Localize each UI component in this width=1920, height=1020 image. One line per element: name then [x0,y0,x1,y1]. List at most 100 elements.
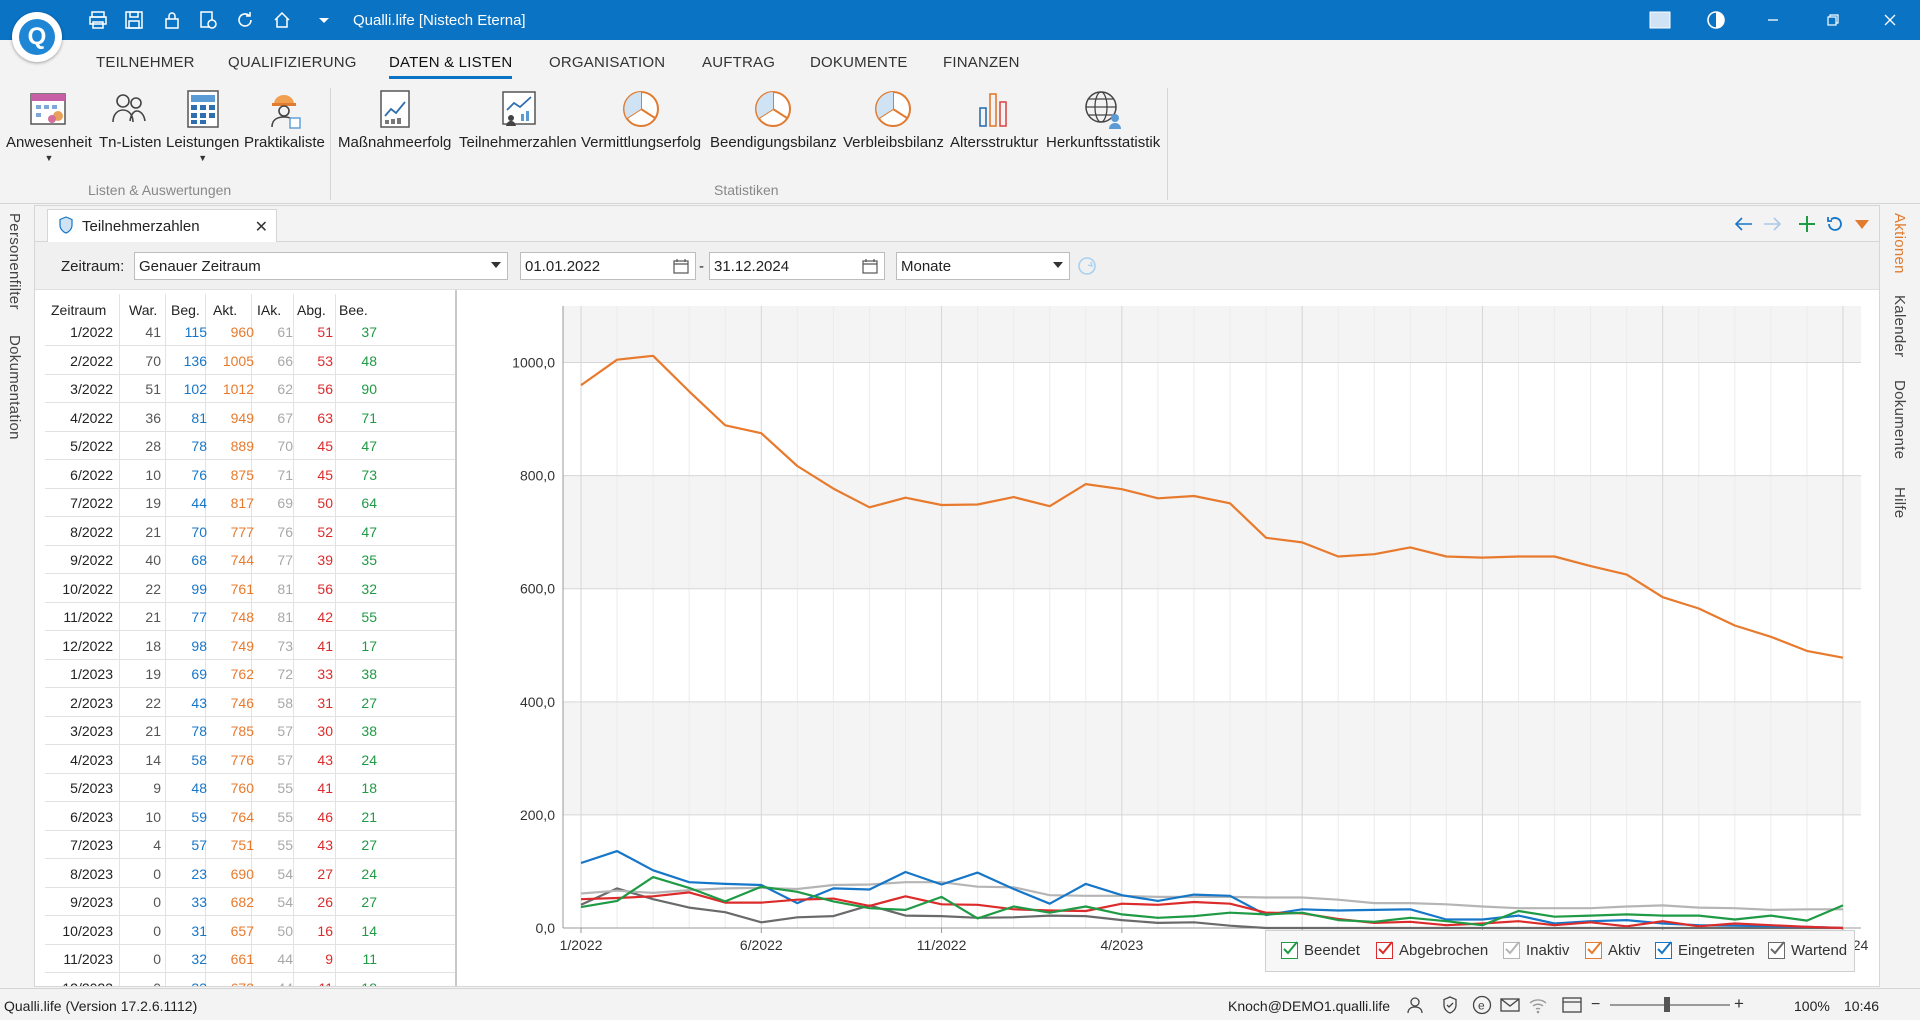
column-header[interactable]: War. [129,302,158,318]
table-row[interactable]: 11/2023 0 32 661 44 9 11 [45,945,455,973]
legend-item-beendet[interactable]: Beendet [1281,941,1360,959]
minimize-icon[interactable] [1757,4,1789,36]
table-row[interactable]: 3/2022 51 102 1012 62 56 90 [45,375,455,403]
layout-icon[interactable] [1644,4,1676,36]
settings-doc-icon[interactable] [196,8,220,32]
dokumente-tab[interactable]: Dokumente [1891,380,1908,460]
legend-item-abgebrochen[interactable]: Abgebrochen [1376,941,1488,959]
table-row[interactable]: 10/2022 22 99 761 81 56 32 [45,575,455,603]
altersstruktur-button[interactable]: Altersstruktur [950,86,1038,151]
aktionen-tab[interactable]: Aktionen [1891,213,1908,274]
kalender-tab[interactable]: Kalender [1891,295,1908,358]
table-row[interactable]: 6/2022 10 76 875 71 45 73 [45,461,455,489]
checkbox-eingetreten[interactable] [1655,941,1672,959]
refresh-icon[interactable] [233,8,257,32]
personenfilter-tab[interactable]: Personenfilter [6,213,23,310]
table-row[interactable]: 12/2023 0 3367344 11 18 [45,974,455,987]
table-row[interactable]: 1/2022 41 115 960 61 51 37 [45,318,455,346]
tab-finanzen[interactable]: FINANZEN [943,54,1020,71]
checkbox-inaktiv[interactable] [1503,941,1520,959]
reload-icon[interactable] [1823,212,1847,236]
table-row[interactable]: 8/2022 21 70 777 76 52 47 [45,518,455,546]
hilfe-tab[interactable]: Hilfe [1891,487,1908,519]
column-header[interactable]: Zeitraum [51,302,107,318]
legend-item-aktiv[interactable]: Aktiv [1585,941,1641,959]
table-row[interactable]: 3/2023 21 78 785 57 30 38 [45,717,455,745]
legend-item-wartend[interactable]: Wartend [1768,941,1847,959]
tab-teilnehmer[interactable]: TEILNEHMER [96,54,195,71]
table-row[interactable]: 2/2022 70 136 1005 66 53 48 [45,347,455,375]
table-row[interactable]: 10/2023 0 31 657 50 16 14 [45,917,455,945]
forward-arrow-icon[interactable] [1760,212,1784,236]
checkbox-wartend[interactable] [1768,941,1785,959]
table-row[interactable]: 2/2023 22 43 746 58 31 27 [45,689,455,717]
close-tab-icon[interactable]: ✕ [254,219,268,236]
column-header[interactable]: IAk. [257,302,282,318]
lock-icon[interactable] [160,8,184,32]
table-row[interactable]: 5/2022 28 78 889 70 45 47 [45,432,455,460]
zeitraum-select[interactable]: Genauer Zeitraum [134,252,508,280]
window-icon[interactable] [1562,997,1582,1016]
tab-organisation[interactable]: ORGANISATION [549,54,666,71]
column-header[interactable]: Akt. [213,302,238,318]
tn-listen-button[interactable]: Tn-Listen [99,86,162,151]
zoom-slider[interactable] [1610,1004,1730,1006]
vermittlungserfolg-button[interactable]: Vermittlungserfolg [581,86,701,151]
zoom-in-icon[interactable]: + [1734,994,1744,1013]
table-row[interactable]: 7/2023 4 57 751 55 43 27 [45,831,455,859]
teilnehmerzahlen-button[interactable]: Teilnehmerzahlen [459,86,577,151]
beendigungsbilanz-button[interactable]: Beendigungsbilanz [710,86,837,151]
user-icon[interactable] [1406,996,1424,1017]
date-from-field[interactable]: 01.01.2022 [520,252,696,280]
table-row[interactable]: 5/2023 9 48 760 55 41 18 [45,774,455,802]
dokumentation-tab[interactable]: Dokumentation [6,335,23,440]
save-icon[interactable] [122,8,146,32]
zoom-out-icon[interactable]: − [1591,996,1601,1013]
menu-dropdown-icon[interactable] [1850,212,1874,236]
table-row[interactable]: 7/2022 19 44 817 69 50 64 [45,489,455,517]
column-header[interactable]: Beg. [171,302,200,318]
checkbox-abgebrochen[interactable] [1376,941,1393,959]
apply-refresh-icon[interactable] [1077,256,1097,279]
shield-check-icon[interactable] [1441,996,1459,1017]
app-logo[interactable]: Q [12,12,62,62]
restore-icon[interactable] [1817,4,1849,36]
tab-daten-listen[interactable]: DATEN & LISTEN [389,54,513,79]
add-icon[interactable] [1795,212,1819,236]
back-arrow-icon[interactable] [1732,212,1756,236]
table-row[interactable]: 9/2023 0 33 682 54 26 27 [45,888,455,916]
table-row[interactable]: 4/2022 36 81 949 67 63 71 [45,404,455,432]
anwesenheit-button[interactable]: Anwesenheit ▼ [6,86,92,163]
column-header[interactable]: Bee. [339,302,368,318]
document-tab[interactable]: Teilnehmerzahlen ✕ [47,209,277,242]
tab-auftrag[interactable]: AUFTRAG [702,54,776,71]
massnahmeerfolg-button[interactable]: Maßnahmeerfolg [338,86,451,151]
checkbox-aktiv[interactable] [1585,941,1602,959]
date-to-field[interactable]: 31.12.2024 [709,252,885,280]
checkbox-beendet[interactable] [1281,941,1298,959]
verbleibsbilanz-button[interactable]: Verbleibsbilanz [843,86,944,151]
contrast-icon[interactable] [1700,4,1732,36]
zoom-slider-thumb[interactable] [1664,997,1670,1012]
close-icon[interactable] [1874,4,1906,36]
calendar-icon[interactable] [862,258,878,278]
home-icon[interactable] [270,8,294,32]
table-row[interactable]: 9/2022 40 68 744 77 39 35 [45,546,455,574]
interval-select[interactable]: Monate [896,252,1070,280]
mail-icon[interactable] [1500,997,1520,1016]
praktikaliste-button[interactable]: Praktikaliste [244,86,325,151]
column-header[interactable]: Abg. [297,302,326,318]
table-row[interactable]: 4/2023 14 58 776 57 43 24 [45,746,455,774]
tab-qualifizierung[interactable]: QUALIFIZIERUNG [228,54,357,71]
print-icon[interactable] [86,8,110,32]
legend-item-inaktiv[interactable]: Inaktiv [1503,941,1569,959]
table-row[interactable]: 1/2023 19 69 762 72 33 38 [45,660,455,688]
tab-dokumente[interactable]: DOKUMENTE [810,54,908,71]
e-icon[interactable]: e [1472,995,1492,1018]
table-row[interactable]: 12/2022 18 98 749 73 41 17 [45,632,455,660]
table-row[interactable]: 8/2023 0 23 690 54 27 24 [45,860,455,888]
customize-dropdown-icon[interactable] [312,8,336,32]
calendar-icon[interactable] [673,258,689,278]
table-row[interactable]: 6/2023 10 59 764 55 46 21 [45,803,455,831]
table-row[interactable]: 11/2022 21 77 748 81 42 55 [45,603,455,631]
